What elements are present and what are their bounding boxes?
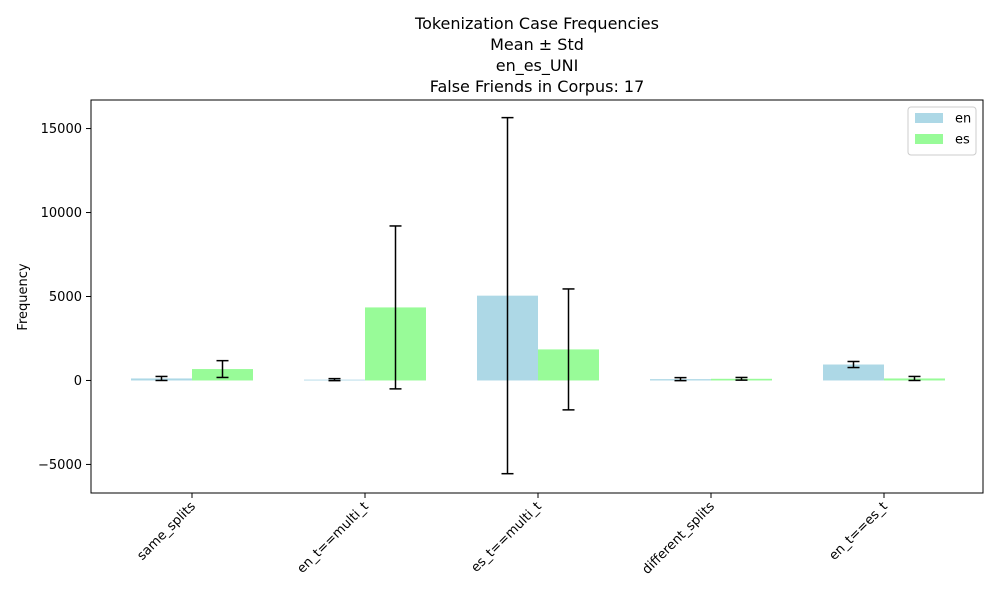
title-line-4: False Friends in Corpus: 17 bbox=[430, 77, 645, 96]
title-line-2: Mean ± Std bbox=[490, 35, 584, 54]
legend-label-en: en bbox=[955, 112, 971, 127]
x-tick-label-same_splits: same_splits bbox=[134, 499, 199, 564]
title-line-1: Tokenization Case Frequencies bbox=[414, 14, 659, 33]
error-bar-es-en_t==es_t bbox=[908, 375, 921, 382]
legend-swatch-en bbox=[915, 113, 943, 123]
y-tick-label--5000: −5000 bbox=[38, 458, 82, 473]
bar-en-en_t==es_t bbox=[823, 364, 884, 381]
chart-title: Tokenization Case Frequencies Mean ± Std… bbox=[414, 14, 659, 96]
error-bar-en-same_splits bbox=[155, 375, 168, 382]
bars-layer bbox=[131, 295, 945, 381]
y-tick-label-10000: 10000 bbox=[41, 206, 82, 221]
error-bar-es-es_t==multi_t bbox=[562, 288, 575, 411]
error-bar-es-same_splits bbox=[216, 359, 229, 379]
x-tick-label-en_t==es_t: en_t==es_t bbox=[826, 499, 890, 563]
error-bar-en-en_t==multi_t bbox=[328, 377, 341, 382]
y-tick-label-5000: 5000 bbox=[49, 290, 82, 305]
x-tick-label-en_t==multi_t: en_t==multi_t bbox=[294, 499, 371, 576]
y-axis-label: Frequency bbox=[16, 263, 31, 330]
error-bar-es-en_t==multi_t bbox=[389, 225, 402, 390]
y-axis: −5000 0 5000 10000 15000 bbox=[38, 122, 91, 473]
legend: en es bbox=[907, 106, 977, 156]
legend-swatch-es bbox=[915, 134, 943, 144]
y-tick-label-0: 0 bbox=[74, 374, 82, 389]
error-bar-en-en_t==es_t bbox=[847, 360, 860, 369]
x-tick-label-es_t==multi_t: es_t==multi_t bbox=[468, 499, 544, 575]
error-bar-en-es_t==multi_t bbox=[501, 116, 514, 475]
x-axis: same_splits en_t==multi_t es_t==multi_t dif… bbox=[134, 493, 891, 578]
error-bar-en-different_splits bbox=[674, 376, 687, 382]
x-tick-label-different_splits: different_splits bbox=[639, 499, 718, 578]
title-line-3: en_es_UNI bbox=[496, 56, 579, 76]
y-tick-label-15000: 15000 bbox=[41, 122, 82, 137]
legend-label-es: es bbox=[955, 133, 970, 148]
error-bars-layer bbox=[155, 116, 921, 475]
error-bar-es-different_splits bbox=[735, 376, 748, 381]
